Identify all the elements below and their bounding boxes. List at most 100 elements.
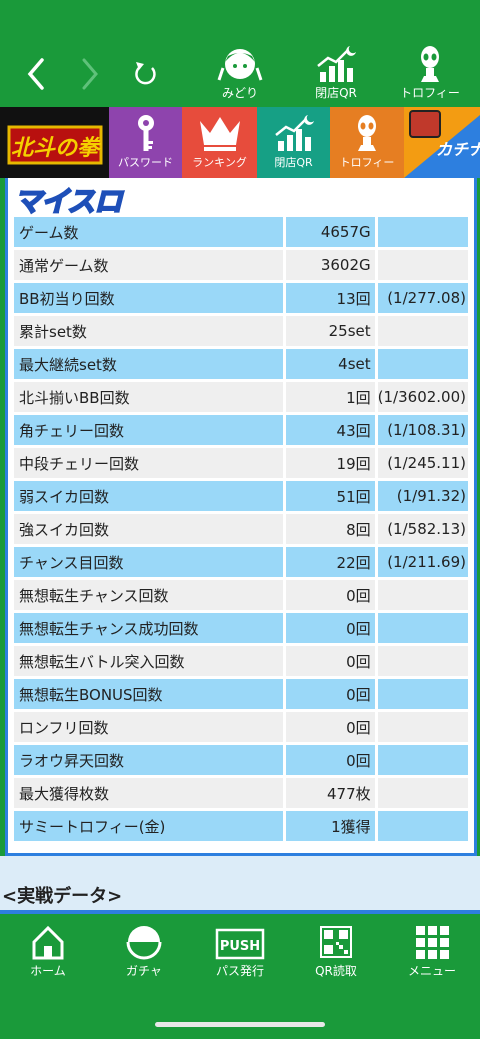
stats-row: BB初当り回数 13回 (1/277.08) — [14, 283, 468, 313]
stat-probability — [374, 745, 468, 775]
trophy-alien-icon — [358, 115, 376, 151]
stat-value: 13回 — [283, 283, 375, 313]
stats-row: 北斗揃いBB回数 1回 (1/3602.00) — [14, 382, 468, 412]
stat-probability — [374, 580, 468, 610]
push-icon: PUSH — [215, 928, 265, 960]
stat-value: 25set — [283, 316, 375, 346]
stat-probability — [374, 349, 468, 379]
menu-item-hokuto[interactable]: 北斗の拳 — [0, 107, 109, 178]
top-btn-label: みどり — [221, 86, 258, 100]
stat-value: 4657G — [283, 217, 375, 247]
bottom-nav-home[interactable]: ホーム — [8, 922, 88, 986]
stat-label: サミートロフィー(金) — [14, 811, 284, 841]
stat-label: 無想転生バトル突入回数 — [14, 646, 284, 676]
stat-label: ゲーム数 — [14, 217, 284, 247]
stat-probability — [374, 217, 468, 247]
stat-probability: (1/582.13) — [374, 514, 468, 544]
bottom-nav-label: ホーム — [30, 964, 66, 978]
menu-item-ranking[interactable]: ランキング — [182, 107, 257, 178]
stat-value: 43回 — [283, 415, 375, 445]
stat-probability: (1/108.31) — [374, 415, 468, 445]
stat-label: 無想転生BONUS回数 — [14, 679, 284, 709]
stat-label: 角チェリー回数 — [14, 415, 284, 445]
forward-button[interactable] — [76, 56, 106, 92]
menu-item-password[interactable]: パスワード — [109, 107, 182, 178]
home-icon — [32, 925, 64, 960]
bottom-nav-menu[interactable]: メニュー — [392, 922, 472, 986]
stat-value: 1回 — [283, 382, 375, 412]
menu-item-label: 閉店QR — [274, 156, 313, 169]
stat-value: 0回 — [283, 679, 375, 709]
stat-probability — [374, 712, 468, 742]
stat-value: 0回 — [283, 580, 375, 610]
stat-value: 8回 — [283, 514, 375, 544]
bottom-nav-qr[interactable]: QR読取 — [296, 922, 376, 986]
push-icon-text: PUSH — [220, 939, 260, 954]
stats-row: 弱スイカ回数 51回 (1/91.32) — [14, 481, 468, 511]
menu-item-kachinavi[interactable]: カチナビ — [404, 107, 480, 178]
bottom-nav: ホーム ガチャ PUSH パス発行 QR読取 メニュー — [0, 914, 480, 1039]
section-divider — [0, 910, 480, 914]
stat-value: 477枚 — [283, 778, 375, 808]
section-title: <実戦データ> — [2, 886, 123, 907]
stat-probability — [374, 778, 468, 808]
reload-icon — [135, 62, 156, 85]
bottom-nav-label: メニュー — [407, 964, 456, 978]
stat-label: ラオウ昇天回数 — [14, 745, 284, 775]
stats-row: 無想転生BONUS回数 0回 — [14, 679, 468, 709]
stats-row: 無想転生チャンス回数 0回 — [14, 580, 468, 610]
trophy-alien-icon — [421, 46, 439, 82]
menu-item-label: トロフィー — [339, 156, 395, 169]
home-indicator[interactable] — [155, 1022, 325, 1027]
bottom-nav-gacha[interactable]: ガチャ — [104, 922, 184, 986]
stat-value: 3602G — [283, 250, 375, 280]
stat-probability: (1/245.11) — [374, 448, 468, 478]
menu-item-trophy[interactable]: トロフィー — [330, 107, 404, 178]
stat-label: 無想転生チャンス成功回数 — [14, 613, 284, 643]
top-btn-midori[interactable]: みどり — [200, 44, 280, 104]
key-icon — [137, 115, 154, 151]
stat-label: 弱スイカ回数 — [14, 481, 284, 511]
stat-probability — [374, 646, 468, 676]
stat-value: 0回 — [283, 613, 375, 643]
stat-probability — [374, 811, 468, 841]
stats-row: チャンス目回数 22回 (1/211.69) — [14, 547, 468, 577]
stat-label: ロンフリ回数 — [14, 712, 284, 742]
top-btn-label: トロフィー — [400, 86, 460, 100]
stats-row: ラオウ昇天回数 0回 — [14, 745, 468, 775]
stats-row: 強スイカ回数 8回 (1/582.13) — [14, 514, 468, 544]
stats-row: ロンフリ回数 0回 — [14, 712, 468, 742]
stats-row: ゲーム数 4657G — [14, 217, 468, 247]
stats-row: 無想転生バトル突入回数 0回 — [14, 646, 468, 676]
stat-label: 累計set数 — [14, 316, 284, 346]
menu-row: 北斗の拳 パスワード ランキング 閉店QR トロフィー — [0, 107, 480, 178]
stat-probability: (1/91.32) — [374, 481, 468, 511]
stats-row: サミートロフィー(金) 1獲得 — [14, 811, 468, 841]
stat-label: BB初当り回数 — [14, 283, 284, 313]
stat-probability — [374, 679, 468, 709]
stat-value: 0回 — [283, 745, 375, 775]
stats-row: 無想転生チャンス成功回数 0回 — [14, 613, 468, 643]
stats-row: 角チェリー回数 43回 (1/108.31) — [14, 415, 468, 445]
stat-probability: (1/277.08) — [374, 283, 468, 313]
stat-probability — [374, 613, 468, 643]
top-btn-trophy[interactable]: トロフィー — [390, 44, 470, 104]
stat-value: 0回 — [283, 712, 375, 742]
menu-item-label: ランキング — [192, 156, 247, 169]
myslo-logo: マイスロ — [8, 178, 474, 219]
menu-item-closing-qr[interactable]: 閉店QR — [257, 107, 330, 178]
stat-value: 0回 — [283, 646, 375, 676]
hokuto-logo-text: 北斗の拳 — [10, 136, 101, 161]
back-button[interactable] — [22, 56, 52, 92]
top-btn-closing-qr[interactable]: 閉店QR — [296, 44, 376, 104]
qr-icon — [320, 926, 352, 958]
bottom-nav-pass[interactable]: PUSH パス発行 — [200, 922, 280, 986]
reload-button[interactable] — [130, 56, 160, 92]
stat-probability: (1/3602.00) — [374, 382, 468, 412]
stat-value: 19回 — [283, 448, 375, 478]
character-icon — [217, 49, 263, 81]
menu-grid-icon — [416, 926, 449, 959]
myslo-logo-text: マイスロ — [13, 184, 123, 219]
stats-row: 最大獲得枚数 477枚 — [14, 778, 468, 808]
stats-row: 通常ゲーム数 3602G — [14, 250, 468, 280]
